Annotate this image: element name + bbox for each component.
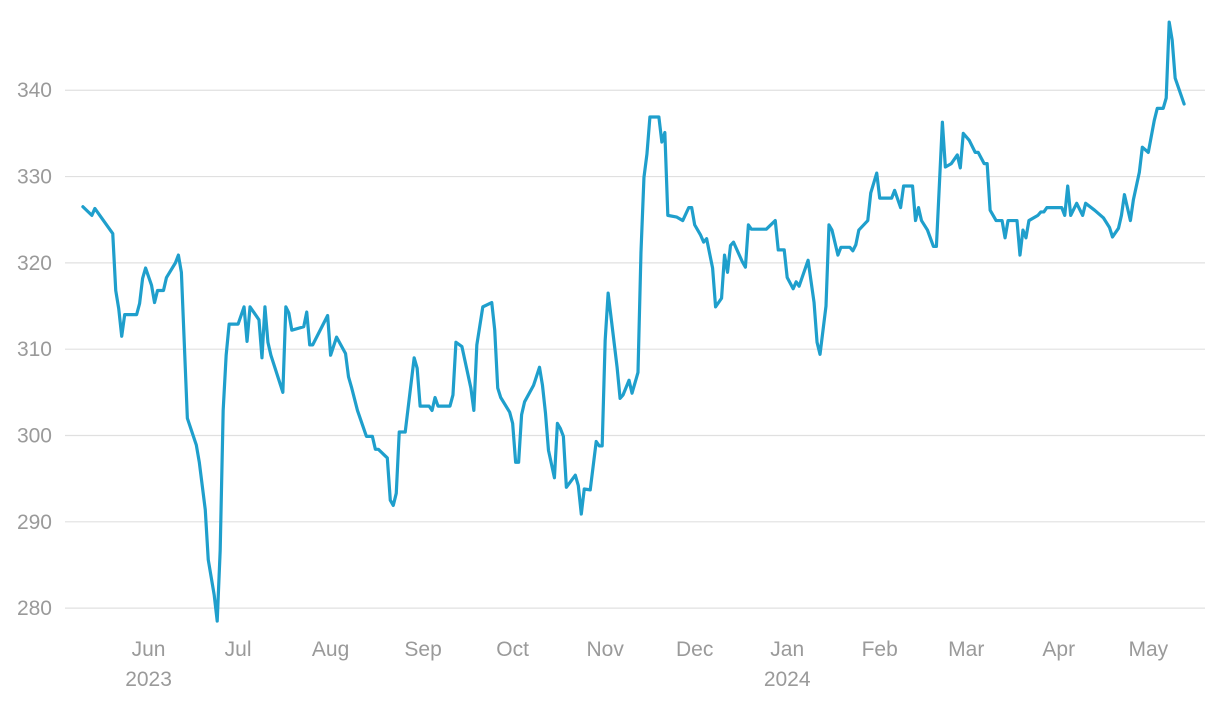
y-tick-label: 340: [17, 79, 52, 102]
x-tick-label: Jun 2023: [125, 638, 172, 691]
y-tick-label: 290: [17, 511, 52, 534]
x-tick-label-line: Feb: [862, 638, 898, 661]
x-tick-label-line: Aug: [312, 638, 349, 661]
x-tick-label: Nov: [586, 638, 624, 661]
x-tick-label: Feb: [862, 638, 898, 661]
x-tick-label: Jan 2024: [764, 638, 811, 691]
x-tick-label-line: Dec: [676, 638, 713, 661]
data-line: [81, 20, 1186, 623]
x-tick-label: Aug: [312, 638, 349, 661]
x-tick-label: Oct: [496, 638, 529, 661]
x-tick-label-line: Nov: [586, 638, 624, 661]
x-tick-label: Jul: [225, 638, 252, 661]
x-tick-label-line: Sep: [404, 638, 441, 661]
x-tick-label: Dec: [676, 638, 713, 661]
x-tick-label-line: May: [1128, 638, 1168, 661]
x-tick-label: May: [1128, 638, 1168, 661]
x-tick-label-line: Jan: [770, 638, 804, 661]
y-tick-label: 280: [17, 597, 52, 620]
x-tick-label-line: Mar: [948, 638, 984, 661]
x-tick-label-line: Jul: [225, 638, 252, 661]
x-tick-label: Apr: [1042, 638, 1075, 661]
x-tick-label: Mar: [948, 638, 984, 661]
x-tick-label-line: Jun: [132, 638, 166, 661]
y-tick-label: 330: [17, 166, 52, 189]
x-tick-label-line: Oct: [496, 638, 529, 661]
x-tick-label-line: 2024: [764, 668, 811, 691]
x-tick-label-line: Apr: [1042, 638, 1075, 661]
y-tick-label: 320: [17, 252, 52, 275]
y-tick-label: 300: [17, 424, 52, 447]
x-tick-label: Sep: [404, 638, 441, 661]
x-tick-label-line: 2023: [125, 668, 172, 691]
y-tick-label: 310: [17, 338, 52, 361]
